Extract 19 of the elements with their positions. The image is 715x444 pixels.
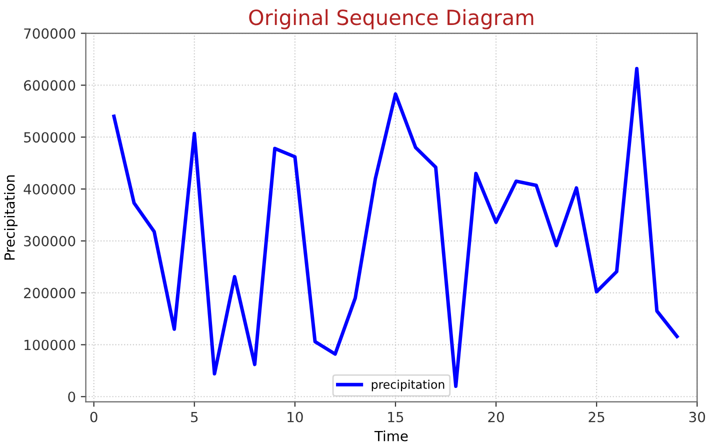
x-tick-label: 20	[488, 412, 504, 422]
y-tick-label: 400000	[24, 184, 76, 194]
x-tick-label: 25	[588, 412, 604, 422]
y-axis-title: Precipitation	[4, 175, 18, 260]
y-tick-label: 600000	[24, 80, 76, 91]
legend-label: precipitation	[372, 380, 444, 392]
x-axis-title: Time	[374, 430, 408, 442]
x-tick-label: 15	[388, 412, 404, 422]
x-tick-label: 30	[689, 412, 706, 422]
y-tick-label: 0	[68, 392, 76, 402]
y-tick-label: 100000	[24, 340, 76, 350]
y-tick-label: 500000	[24, 132, 76, 143]
chart-title: Original Sequence Diagram	[249, 9, 534, 30]
y-tick-label: 300000	[24, 236, 76, 246]
y-tick-label: 200000	[24, 288, 76, 298]
x-tick-label: 0	[90, 412, 98, 422]
x-tick-label: 10	[288, 412, 303, 422]
x-tick-label: 5	[191, 412, 198, 422]
y-tick-label: 700000	[24, 28, 76, 39]
